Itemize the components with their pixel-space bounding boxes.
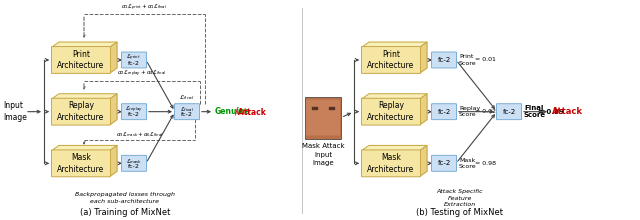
Polygon shape (52, 94, 117, 99)
Polygon shape (52, 145, 117, 150)
Polygon shape (420, 42, 427, 73)
Text: fc-2: fc-2 (437, 109, 451, 115)
Text: Backpropagated losses through
each sub-architecture: Backpropagated losses through each sub-a… (75, 192, 175, 204)
Polygon shape (420, 145, 427, 176)
Text: Replay
Architecture: Replay Architecture (58, 101, 104, 122)
Text: Attack Specific
Feature
Extraction: Attack Specific Feature Extraction (436, 189, 483, 207)
Text: (b) Testing of MixNet: (b) Testing of MixNet (417, 207, 504, 216)
FancyBboxPatch shape (497, 104, 522, 120)
Text: Genuine: Genuine (215, 107, 251, 116)
Text: Mask Attack: Mask Attack (301, 143, 344, 149)
Text: Input
Image: Input Image (312, 152, 334, 166)
Text: $\mathcal{L}_{final}$: $\mathcal{L}_{final}$ (180, 105, 194, 114)
Text: = 0.99: = 0.99 (538, 109, 564, 115)
Text: fc-2: fc-2 (437, 57, 451, 63)
Text: fc-2: fc-2 (437, 160, 451, 166)
Text: Print
Architecture: Print Architecture (367, 50, 415, 70)
Text: Mask
Architecture: Mask Architecture (58, 153, 104, 174)
Text: = 0.02: = 0.02 (475, 109, 496, 114)
Text: $\mathcal{L}_{final}$: $\mathcal{L}_{final}$ (179, 93, 195, 102)
Text: Attack: Attack (552, 107, 583, 116)
FancyBboxPatch shape (51, 98, 111, 125)
FancyBboxPatch shape (431, 104, 456, 120)
FancyBboxPatch shape (305, 97, 341, 139)
Text: fc-2: fc-2 (128, 112, 140, 117)
Text: Replay
Architecture: Replay Architecture (367, 101, 415, 122)
Text: fc-2: fc-2 (128, 164, 140, 169)
Polygon shape (420, 94, 427, 125)
Text: Mask
Architecture: Mask Architecture (367, 153, 415, 174)
Polygon shape (110, 42, 117, 73)
Polygon shape (52, 42, 117, 47)
FancyBboxPatch shape (51, 150, 111, 177)
Text: $\alpha_3\mathcal{L}_{mask} + \alpha_6\mathcal{L}_{final}$: $\alpha_3\mathcal{L}_{mask} + \alpha_6\m… (116, 130, 163, 139)
Text: $\alpha_1\mathcal{L}_{print} + \alpha_1\mathcal{L}_{final}$: $\alpha_1\mathcal{L}_{print} + \alpha_1\… (122, 3, 168, 13)
FancyBboxPatch shape (431, 155, 456, 171)
FancyBboxPatch shape (362, 150, 420, 177)
Text: (a) Training of MixNet: (a) Training of MixNet (80, 207, 170, 216)
Polygon shape (110, 145, 117, 176)
Text: fc-2: fc-2 (502, 109, 516, 115)
Text: $\mathcal{L}_{replay}$: $\mathcal{L}_{replay}$ (125, 105, 143, 115)
Polygon shape (110, 94, 117, 125)
Text: $\alpha_2\mathcal{L}_{replay} + \alpha_4\mathcal{L}_{final}$: $\alpha_2\mathcal{L}_{replay} + \alpha_4… (117, 69, 167, 79)
FancyBboxPatch shape (431, 52, 456, 68)
Text: Replay
Score: Replay Score (459, 106, 480, 117)
FancyBboxPatch shape (175, 104, 200, 120)
FancyBboxPatch shape (122, 155, 147, 171)
Text: fc-2: fc-2 (181, 112, 193, 117)
Text: Print
Architecture: Print Architecture (58, 50, 104, 70)
FancyBboxPatch shape (51, 47, 111, 73)
Text: fc-2: fc-2 (128, 61, 140, 66)
FancyBboxPatch shape (306, 100, 340, 136)
Polygon shape (362, 145, 427, 150)
Text: Input
Image: Input Image (3, 101, 27, 122)
FancyBboxPatch shape (122, 52, 147, 68)
Polygon shape (362, 42, 427, 47)
Text: /Attack: /Attack (235, 107, 266, 116)
Text: = 0.01: = 0.01 (475, 57, 496, 62)
Text: $\mathcal{L}_{print}$: $\mathcal{L}_{print}$ (127, 53, 141, 63)
Text: = 0.98: = 0.98 (475, 161, 496, 166)
Text: Mask
Score: Mask Score (459, 158, 477, 169)
Text: Final
Score: Final Score (524, 105, 546, 118)
FancyBboxPatch shape (362, 98, 420, 125)
Text: $\mathcal{L}_{mask}$: $\mathcal{L}_{mask}$ (126, 157, 142, 166)
Text: Print
Score: Print Score (459, 54, 477, 66)
FancyBboxPatch shape (122, 104, 147, 120)
Polygon shape (362, 94, 427, 99)
FancyBboxPatch shape (362, 47, 420, 73)
